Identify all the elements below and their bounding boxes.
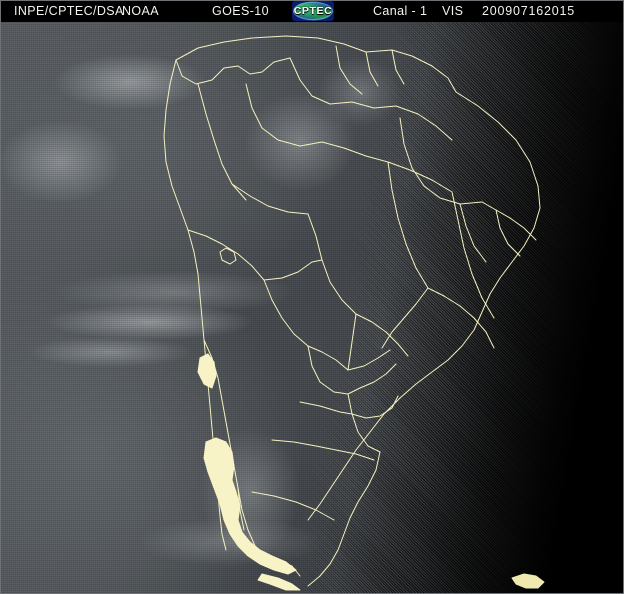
tocantins-border xyxy=(388,162,428,288)
pernambuco-border xyxy=(496,210,520,256)
parana-border xyxy=(348,350,390,370)
argentina-province-line xyxy=(300,402,352,414)
argentina-province-line-3 xyxy=(252,492,334,520)
roraima-amapa-border xyxy=(290,58,452,140)
geographic-overlay xyxy=(0,22,624,594)
french-guiana-border xyxy=(392,50,404,84)
patagonia-province-line xyxy=(238,488,244,530)
rondonia-border xyxy=(232,184,308,214)
channel-label: Canal - 1 xyxy=(373,4,428,18)
suriname-border xyxy=(366,52,378,86)
agency-label: INPE/CPTEC/DSA xyxy=(14,4,124,18)
paraguay-south-border xyxy=(308,346,360,394)
venezuela-border xyxy=(176,58,290,84)
timestamp-label: 200907162015 xyxy=(482,4,576,18)
image-header-bar: INPE/CPTEC/DSA NOAA GOES-10 CPTEC Canal … xyxy=(0,0,624,22)
rio-grande-sul-border xyxy=(348,394,380,452)
cptec-globe-logo: CPTEC xyxy=(292,1,334,21)
peru-bolivia-border xyxy=(188,230,264,280)
night-limb-layer xyxy=(0,22,624,594)
guyana-border xyxy=(336,46,362,94)
sao-paulo-border xyxy=(356,314,408,356)
goias-border xyxy=(382,288,428,348)
amazonas-west-border xyxy=(198,84,246,200)
andes-snow-cap xyxy=(198,354,216,388)
brazil-east-coast xyxy=(308,92,540,520)
santa-catarina-border xyxy=(360,364,396,388)
paraguay-border xyxy=(308,314,356,370)
bolivia-paraguay-border xyxy=(264,280,308,346)
amazonas-para-border xyxy=(246,84,452,192)
bahia-border xyxy=(452,192,494,318)
patagonia-snow-cover xyxy=(204,438,296,574)
piaui-ceara-border xyxy=(460,204,486,262)
globe-ring xyxy=(293,2,333,20)
satellite-image-canvas xyxy=(0,22,624,594)
bolivia-brazil-border xyxy=(264,260,322,280)
satellite-label: GOES-10 xyxy=(212,4,269,18)
chile-argentina-border xyxy=(204,340,256,548)
lake-titicaca xyxy=(220,248,236,264)
mato-grosso-border xyxy=(308,214,356,314)
north-coast-line xyxy=(176,36,456,92)
band-label: VIS xyxy=(442,4,464,18)
argentina-province-line-2 xyxy=(272,440,374,460)
northeast-states-border xyxy=(482,202,536,240)
minas-gerais-border xyxy=(428,288,494,348)
falkland-islands xyxy=(512,574,544,588)
argentina-atlantic-coast xyxy=(308,452,380,586)
tierra-del-fuego-snow xyxy=(258,574,300,590)
cptec-logo-text: CPTEC xyxy=(293,5,333,17)
uruguay-border xyxy=(352,396,398,418)
network-label: NOAA xyxy=(122,4,160,18)
